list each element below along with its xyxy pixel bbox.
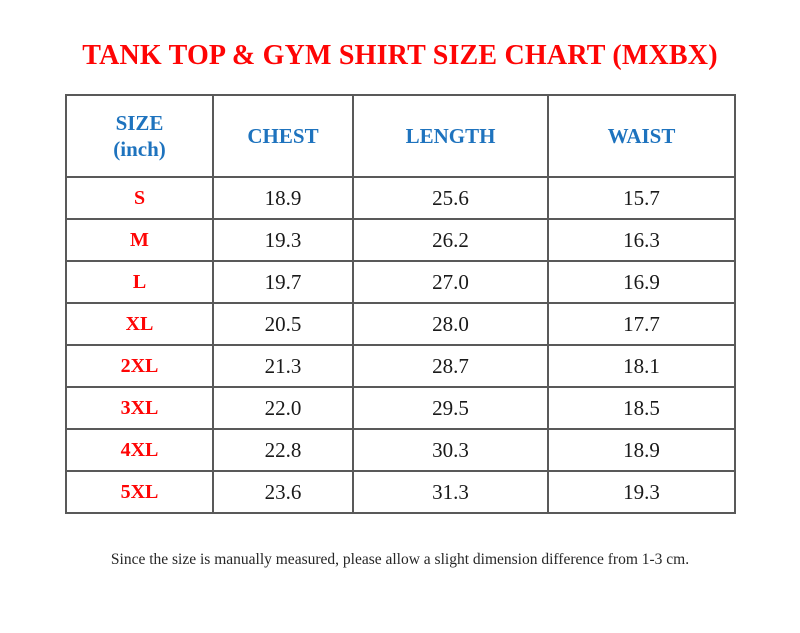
- chest-value: 20.5: [212, 302, 354, 346]
- table-row-2xl: 2XL 21.3 28.7 18.1: [65, 344, 736, 388]
- chest-value: 18.9: [212, 176, 354, 220]
- table-row-m: M 19.3 26.2 16.3: [65, 218, 736, 262]
- table-row-s: S 18.9 25.6 15.7: [65, 176, 736, 220]
- table-row-5xl: 5XL 23.6 31.3 19.3: [65, 470, 736, 514]
- length-value: 26.2: [352, 218, 549, 262]
- table-row-3xl: 3XL 22.0 29.5 18.5: [65, 386, 736, 430]
- table-row-xl: XL 20.5 28.0 17.7: [65, 302, 736, 346]
- waist-value: 19.3: [547, 470, 736, 514]
- header-size-label: SIZE: [115, 110, 164, 135]
- size-label: 2XL: [65, 344, 214, 388]
- length-value: 25.6: [352, 176, 549, 220]
- length-value: 30.3: [352, 428, 549, 472]
- header-waist: WAIST: [547, 94, 736, 178]
- waist-value: 18.9: [547, 428, 736, 472]
- length-value: 28.0: [352, 302, 549, 346]
- size-label: XL: [65, 302, 214, 346]
- size-label: 5XL: [65, 470, 214, 514]
- waist-value: 16.3: [547, 218, 736, 262]
- chest-value: 23.6: [212, 470, 354, 514]
- footnote: Since the size is manually measured, ple…: [110, 551, 690, 568]
- waist-value: 16.9: [547, 260, 736, 304]
- size-label: L: [65, 260, 214, 304]
- size-label: 3XL: [65, 386, 214, 430]
- chest-value: 21.3: [212, 344, 354, 388]
- header-size-unit: (inch): [113, 137, 166, 161]
- header-size: SIZE (inch): [65, 94, 214, 178]
- length-value: 27.0: [352, 260, 549, 304]
- chest-value: 19.7: [212, 260, 354, 304]
- length-value: 28.7: [352, 344, 549, 388]
- chest-value: 19.3: [212, 218, 354, 262]
- chest-value: 22.8: [212, 428, 354, 472]
- header-length: LENGTH: [352, 94, 549, 178]
- header-chest: CHEST: [212, 94, 354, 178]
- table-row-l: L 19.7 27.0 16.9: [65, 260, 736, 304]
- page-title: TANK TOP & GYM SHIRT SIZE CHART (MXBX): [82, 40, 718, 71]
- waist-value: 18.1: [547, 344, 736, 388]
- waist-value: 18.5: [547, 386, 736, 430]
- chest-value: 22.0: [212, 386, 354, 430]
- header-row: SIZE (inch) CHEST LENGTH WAIST: [65, 94, 736, 178]
- size-label: M: [65, 218, 214, 262]
- length-value: 31.3: [352, 470, 549, 514]
- waist-value: 15.7: [547, 176, 736, 220]
- length-value: 29.5: [352, 386, 549, 430]
- waist-value: 17.7: [547, 302, 736, 346]
- size-label: 4XL: [65, 428, 214, 472]
- size-table: SIZE (inch) CHEST LENGTH WAIST S 18.9 25…: [65, 94, 736, 514]
- size-label: S: [65, 176, 214, 220]
- table-row-4xl: 4XL 22.8 30.3 18.9: [65, 428, 736, 472]
